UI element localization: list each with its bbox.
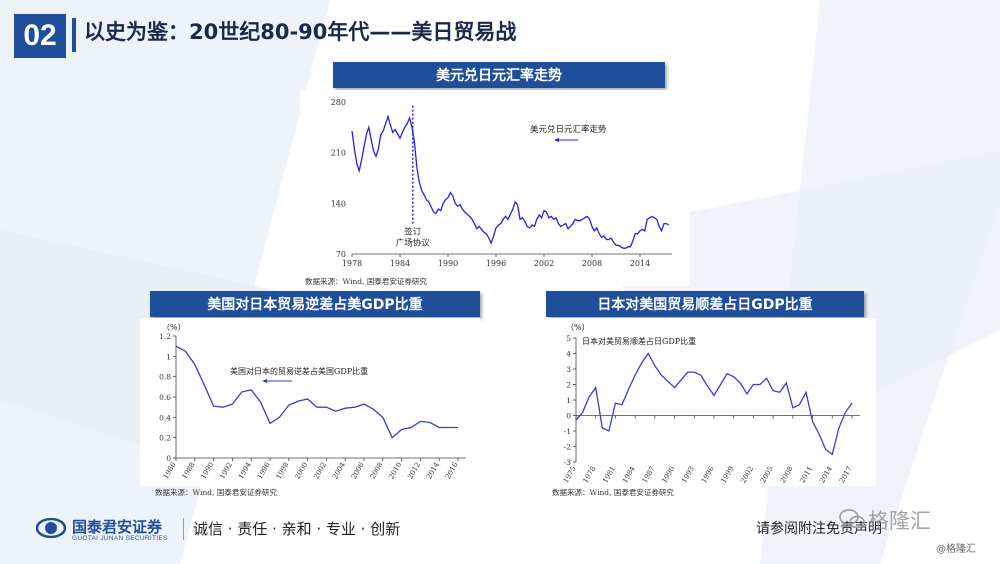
us-x-tick-label: 2014 [425,461,441,481]
us-x-tick-label: 1996 [256,461,272,481]
us-x-tick-label: 1988 [181,461,197,480]
us-x-tick-label: 2008 [369,461,385,480]
us-series-line [175,345,458,439]
header-divider [72,18,76,52]
jp-y-tick-label: 1 [566,396,571,405]
fx-legend-arrowhead [554,138,559,142]
footer-divider [183,518,184,540]
jp-y-tick-label: -3 [564,458,572,467]
us-deficit-chart-panel: （%） 0 0.2 0.4 0.6 0.8 1 1.2 1986 1988 1990 1992 199… [140,318,480,486]
us-x-tick-label: 2010 [387,461,403,480]
wechat-icon [839,509,865,529]
jp-x-tick-label: 1987 [641,465,657,484]
jp-y-tick-label: 0 [566,412,571,421]
jp-x-tick-label: 2011 [798,465,814,484]
fx-source: 数据来源：Wind, 国泰君安证券研究 [305,277,427,286]
us-x-tick-label: 2012 [406,461,422,480]
us-y-tick-label: 0.4 [159,413,171,422]
us-x-tick-label: 2016 [444,461,460,481]
jp-x-tick-label: 1999 [720,465,736,484]
us-x-tick-label: 1986 [162,461,178,481]
us-source: 数据来源：Wind, 国泰君安证券研究 [155,488,277,497]
us-y-tick-label: 1 [166,352,171,361]
fx-y-tick-label: 210 [331,149,346,158]
us-unit-label: （%） [162,323,186,332]
jp-unit-label: （%） [566,323,590,332]
us-x-tick-label: 1994 [237,461,253,481]
page-title: 以史为鉴：20世纪80-90年代——美日贸易战 [84,20,517,44]
us-y-tick-label: 0.2 [159,434,171,443]
jp-surplus-chart-panel: （%） -3 -2 -1 0 1 2 3 4 5 1975 1978 1981 1984 1987 1990… [546,318,876,486]
section-number: 02 [14,14,66,58]
us-y-tick-label: 0.8 [159,373,171,382]
fx-chart-panel: 70 140 210 280 1978 1984 1990 1996 2002 2008 2014 … [300,90,690,286]
fx-x-tick-label: 2014 [630,259,650,268]
guotai-junan-logo-icon [36,518,66,538]
fx-x-tick-label: 2008 [582,259,602,268]
jp-legend-label: 日本对美贸易顺差占日GDP比重 [582,336,696,346]
jp-x-tick-label: 2008 [779,465,795,484]
us-y-tick-label: 0.6 [159,393,171,402]
us-x-tick-label: 2000 [293,461,309,480]
us-legend-label: 美国对日本的贸易逆差占美国GDP比重 [230,366,368,376]
fx-x-tick-label: 1984 [390,259,410,268]
jp-x-tick-label: 1981 [601,465,617,484]
us-x-tick-label: 1990 [199,461,215,480]
jp-y-tick-label: 2 [566,381,571,390]
annotation-line-1: 签订 [404,227,422,238]
jp-surplus-chart: （%） -3 -2 -1 0 1 2 3 4 5 1975 1978 1981 1984 1987 1990… [562,323,860,485]
jp-x-tick-label: 1990 [660,465,676,484]
company-logo-text: 国泰君安证券 [72,518,163,536]
us-deficit-chart-title: 美国对日本贸易逆差占美GDP比重 [150,291,480,317]
fx-legend-label: 美元兑日元汇率走势 [530,124,607,135]
fx-x-tick-label: 1996 [486,259,506,268]
annotation-line-2: 广场协议 [396,238,431,249]
us-legend-arrowhead [262,379,267,383]
jp-series-line [575,352,853,456]
jp-x-tick-label: 1978 [582,465,598,484]
us-x-tick-label: 1998 [275,461,291,480]
fx-x-tick-label: 2002 [534,259,554,268]
jp-x-tick-label: 2005 [759,465,775,484]
fx-y-tick-label: 280 [331,98,346,107]
fx-chart-title: 美元兑日元汇率走势 [333,62,665,88]
jp-x-tick-label: 1975 [562,465,578,484]
jp-x-tick-label: 1984 [621,465,637,485]
jp-y-tick-label: -2 [564,443,572,452]
jp-x-tick-label: 1996 [700,465,716,485]
fx-series-line [351,114,670,249]
company-slogan: 诚信 · 责任 · 亲和 · 专业 · 创新 [193,520,401,538]
fx-y-tick-label: 70 [336,250,346,259]
us-x-tick-label: 2006 [350,461,366,481]
jp-x-tick-label: 2017 [838,465,854,484]
jp-y-tick-label: 5 [566,334,571,343]
us-x-tick-label: 2004 [331,461,347,481]
jp-source: 数据来源：Wind, 国泰君安证券研究 [552,488,674,497]
company-logo-en: GUOTAI JUNAN SECURITIES [72,535,168,542]
us-y-tick-label: 1.2 [159,332,171,341]
jp-surplus-chart-title: 日本对美国贸易顺差占日GDP比重 [546,291,864,317]
us-y-tick-label: 0 [166,454,171,463]
jp-x-tick-label: 1993 [680,465,696,484]
jp-y-tick-label: -1 [564,427,571,436]
jp-x-tick-label: 2002 [739,465,755,484]
fx-y-tick-label: 140 [331,199,346,208]
fx-x-tick-label: 1990 [438,259,458,268]
watermark-text: 格隆汇 [868,509,931,533]
fx-x-tick-label: 1978 [342,259,362,268]
jp-y-tick-label: 4 [566,350,571,359]
watermark-small: @格隆汇 [936,544,976,555]
us-x-tick-label: 2002 [312,461,328,480]
jp-x-tick-label: 2014 [818,465,834,485]
us-x-tick-label: 1992 [218,461,234,480]
jp-y-tick-label: 3 [566,365,571,374]
